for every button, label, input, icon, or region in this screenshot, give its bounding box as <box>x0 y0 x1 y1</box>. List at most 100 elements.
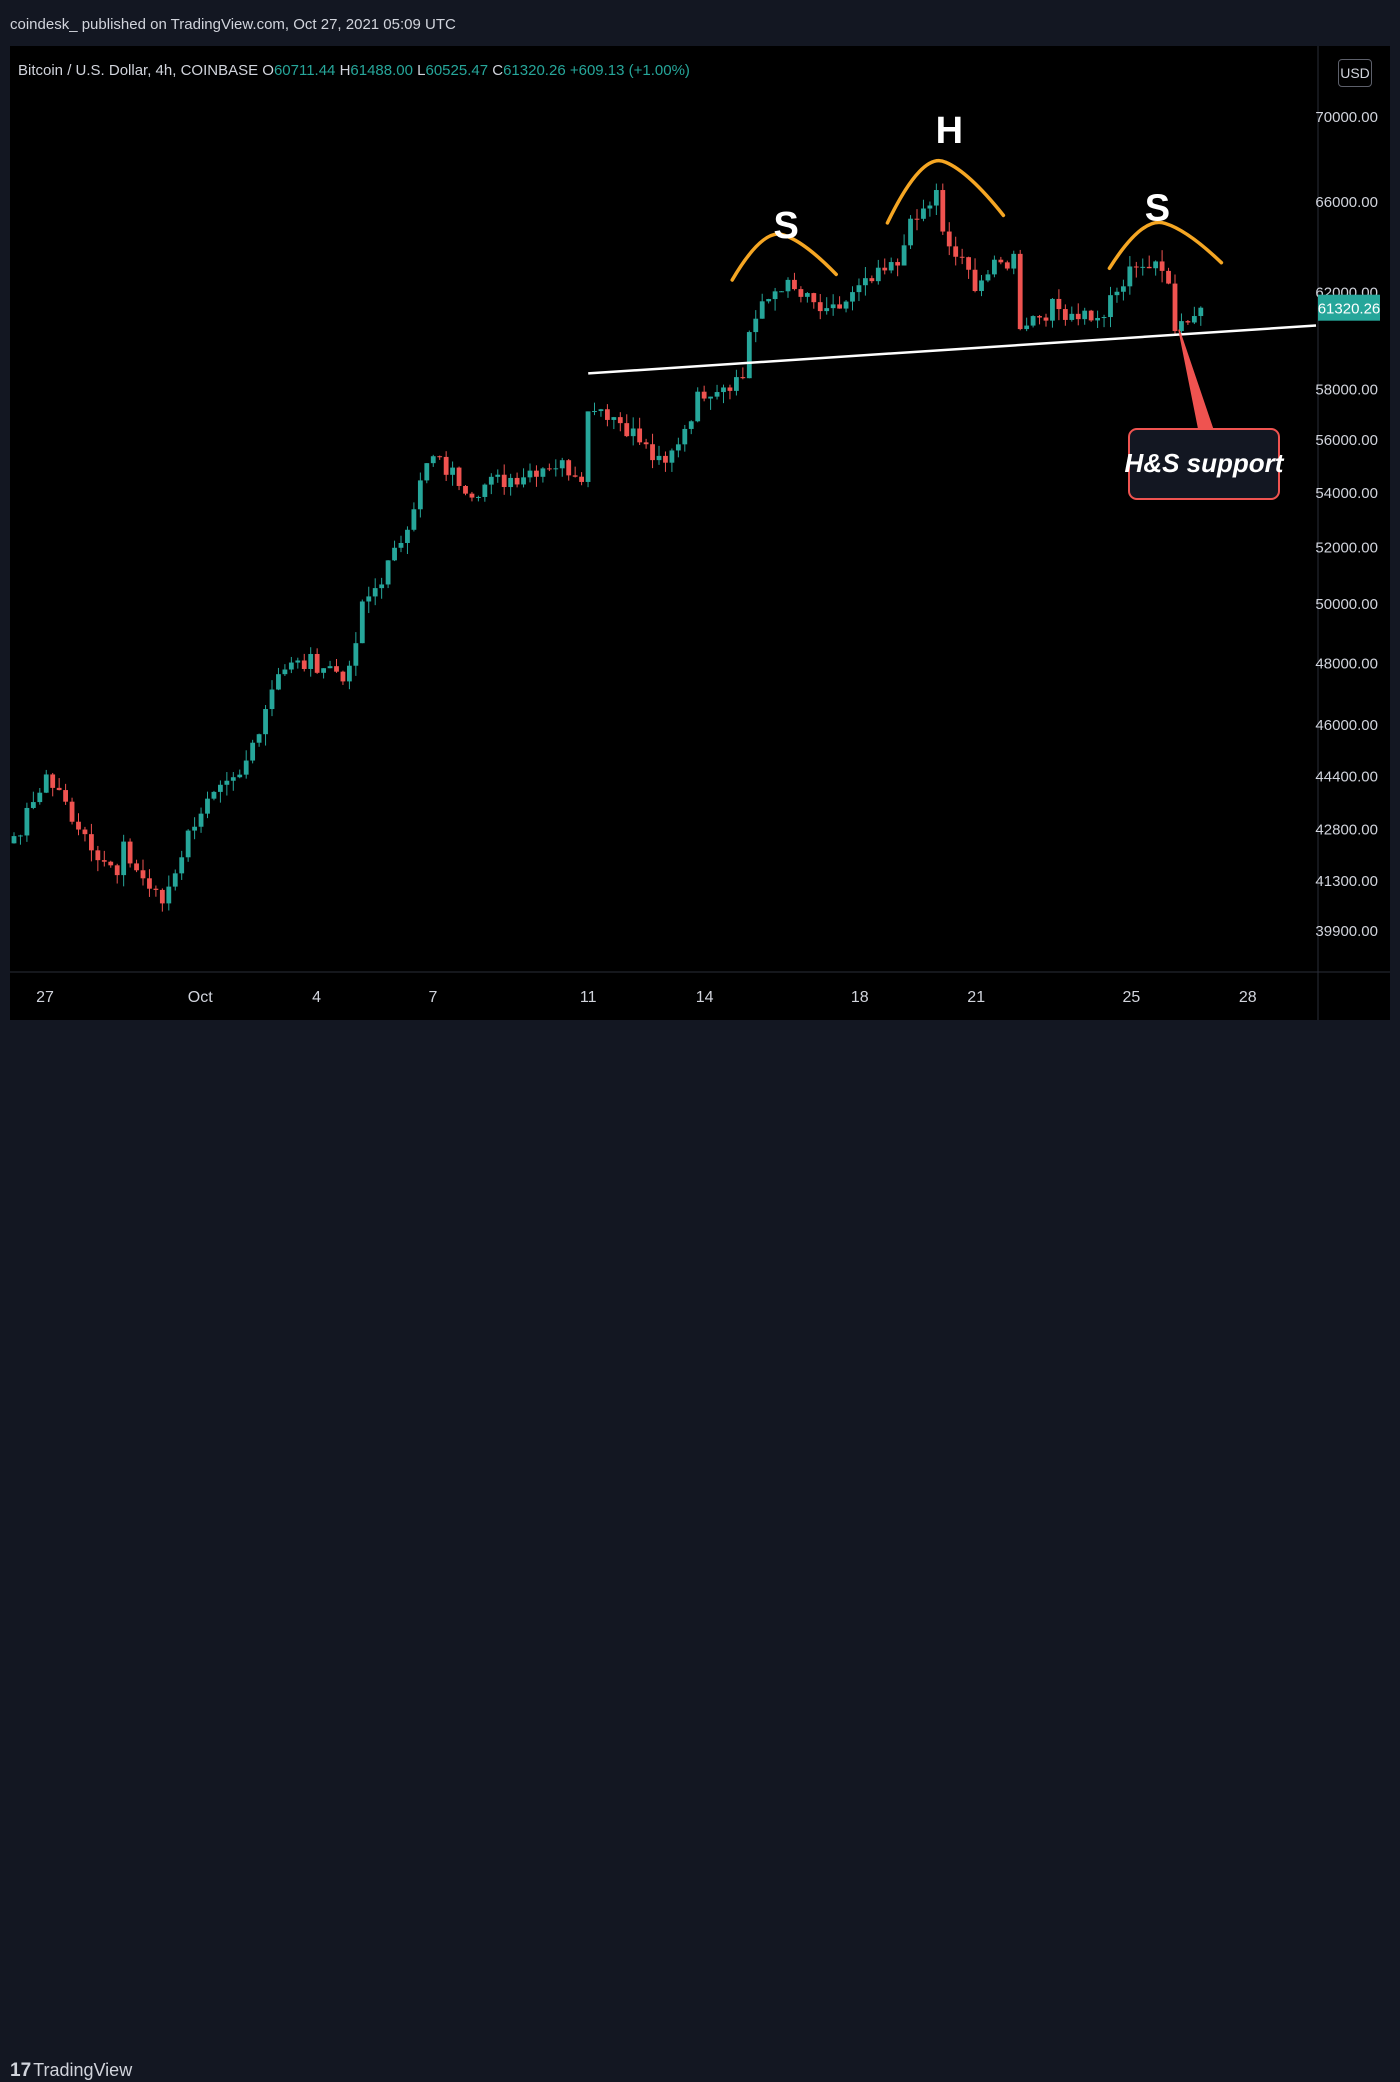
candle-body <box>437 456 443 458</box>
candle <box>585 411 591 488</box>
candle <box>1017 249 1023 331</box>
candle-body <box>1108 295 1113 318</box>
candle <box>856 278 862 302</box>
close-value: 61320.26 <box>503 62 566 79</box>
candle <box>463 485 468 496</box>
candle <box>1185 319 1191 325</box>
candle <box>121 834 127 887</box>
y-tick-label: 70000.00 <box>1315 109 1378 126</box>
candle-body <box>205 798 210 814</box>
candle-body <box>424 463 430 481</box>
head-label: H <box>936 110 963 152</box>
candle <box>250 739 256 764</box>
candle <box>127 838 133 868</box>
candle-body <box>50 774 56 788</box>
candle-body <box>63 790 68 802</box>
candle <box>1037 314 1042 325</box>
candle-body <box>921 208 926 219</box>
head-arc <box>885 158 1006 225</box>
candle-body <box>108 861 114 866</box>
tradingview-logo-text: TradingView <box>33 2060 133 2080</box>
candle-body <box>585 411 591 482</box>
candle <box>140 859 146 886</box>
candle <box>359 599 365 644</box>
low-value: 60525.47 <box>425 62 489 79</box>
candle <box>508 473 514 496</box>
candle <box>940 183 946 235</box>
candle-body <box>708 396 713 399</box>
candle-body <box>430 456 436 464</box>
candle <box>656 445 662 465</box>
candle-body <box>598 409 604 412</box>
candle-body <box>179 857 185 874</box>
candle <box>476 495 481 502</box>
candle <box>495 469 501 483</box>
y-tick-label: 44400.00 <box>1315 768 1378 785</box>
chart-frame[interactable] <box>10 46 1390 1020</box>
candle <box>946 222 952 256</box>
candle-body <box>779 291 784 293</box>
candle-body <box>972 269 978 292</box>
candle-body <box>721 387 726 393</box>
candle-body <box>546 468 552 470</box>
last-price-label: 61320.26 <box>1318 301 1381 318</box>
candle <box>688 420 694 435</box>
candlestick-chart[interactable]: 39900.00 41300.00 42800.00 44400.00 46000.00… <box>0 0 1400 1080</box>
candle <box>830 294 836 316</box>
candle <box>714 384 720 400</box>
candle <box>772 287 778 311</box>
candle-body <box>753 318 759 333</box>
candle <box>411 502 417 532</box>
candle <box>566 459 572 481</box>
candle-body <box>1140 266 1146 268</box>
candle-body <box>882 267 888 271</box>
candle <box>30 791 36 810</box>
candle-body <box>1185 321 1191 323</box>
candle <box>534 465 539 487</box>
y-tick-label: 56000.00 <box>1315 432 1378 449</box>
candle-body <box>605 409 610 420</box>
candle-body <box>24 807 30 836</box>
candle <box>721 384 726 404</box>
candle <box>901 234 907 266</box>
y-tick-label: 54000.00 <box>1315 485 1378 502</box>
candle <box>837 296 842 309</box>
currency-button[interactable]: USD <box>1338 59 1372 87</box>
candle <box>895 258 901 277</box>
candle <box>592 402 597 416</box>
candle <box>933 183 939 215</box>
candle-body <box>327 666 333 669</box>
candle-body <box>366 596 372 602</box>
candle <box>366 586 372 614</box>
candle <box>82 826 88 842</box>
candle <box>882 258 888 275</box>
candle-body <box>572 475 578 477</box>
x-tick-label: Oct <box>188 989 213 1006</box>
candle <box>166 875 172 911</box>
candle <box>469 491 475 502</box>
candle-body <box>1069 313 1075 320</box>
candle-body <box>843 301 849 309</box>
candle-body <box>1050 298 1055 321</box>
candle-body <box>669 450 675 463</box>
candle <box>546 463 552 472</box>
candle <box>256 733 262 747</box>
candle-body <box>476 496 481 498</box>
candle-body <box>276 674 281 690</box>
candle <box>850 286 855 311</box>
candle <box>50 772 56 797</box>
candle-body <box>114 865 120 876</box>
candle-body <box>1075 313 1081 320</box>
candle <box>1146 255 1152 269</box>
candle-body <box>508 477 514 488</box>
candle <box>869 275 875 284</box>
candle-body <box>863 278 868 286</box>
candle-body <box>540 468 546 477</box>
candle-body <box>340 671 346 682</box>
candle <box>405 526 410 555</box>
candle-body <box>134 863 139 871</box>
candle-body <box>701 391 707 399</box>
candle-body <box>746 332 752 379</box>
candle-body <box>250 742 256 761</box>
candle <box>424 462 430 484</box>
